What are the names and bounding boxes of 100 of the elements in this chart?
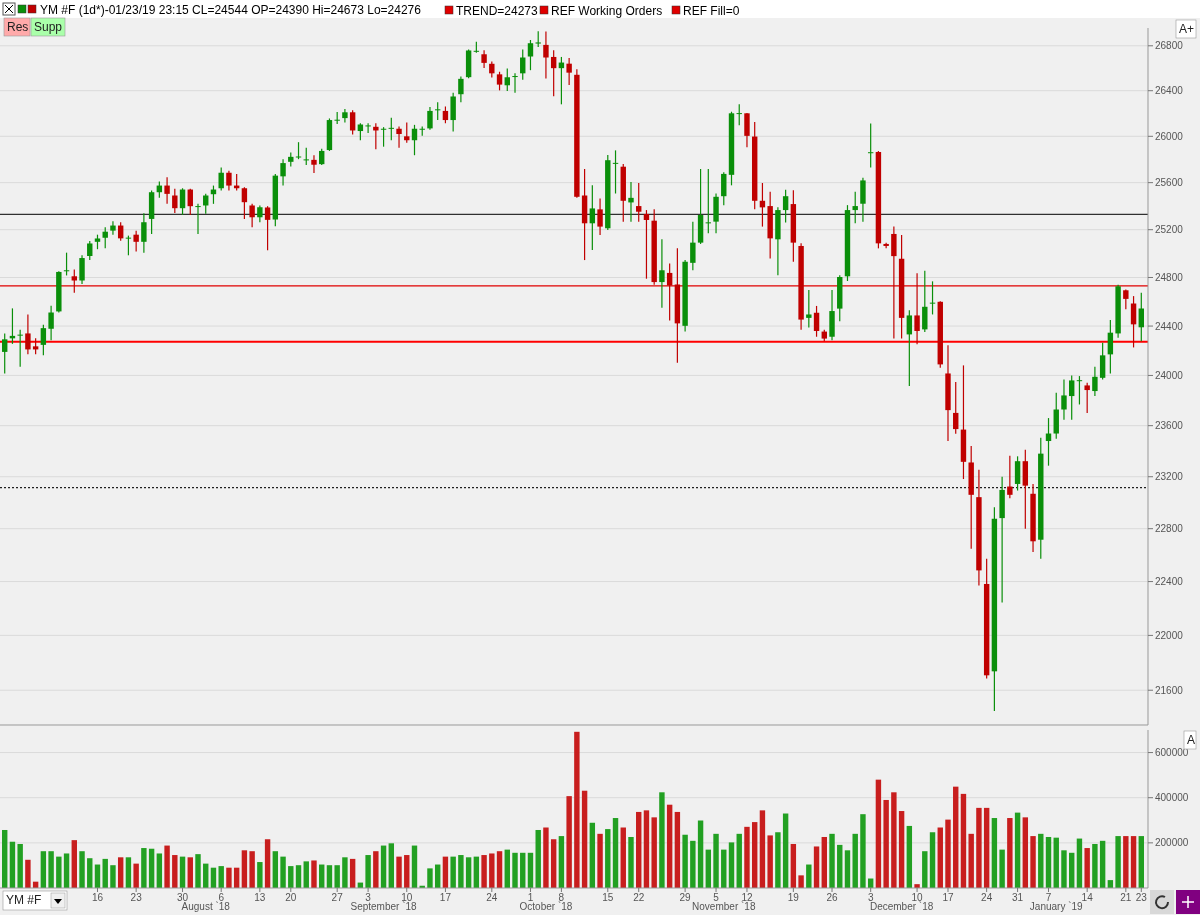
- bar: [558, 836, 565, 888]
- text: A+: [1179, 22, 1195, 36]
- bar: [612, 818, 619, 888]
- bar: [458, 855, 464, 888]
- text: November `18: [692, 901, 756, 912]
- x-tick-label: 3: [365, 892, 372, 903]
- x-tick-label: 6: [218, 892, 225, 903]
- y-tick-label: 22000: [1155, 629, 1184, 641]
- candlestick: [589, 184, 596, 251]
- x-tick-label: 21: [1120, 892, 1132, 903]
- bar: [659, 792, 665, 888]
- bar: [241, 850, 248, 888]
- candlestick: [25, 313, 31, 355]
- bar: [218, 866, 224, 888]
- bar: [806, 864, 812, 888]
- candlestick: [736, 103, 742, 126]
- x-tick-label: 31: [1012, 892, 1024, 903]
- bar: [195, 854, 201, 888]
- bar: [512, 852, 518, 888]
- bar: [63, 853, 70, 888]
- candlestick: [550, 49, 557, 97]
- bar: [976, 807, 982, 888]
- candlestick: [922, 270, 928, 333]
- bar: [1092, 843, 1098, 888]
- y-tick-label: 24000: [1155, 369, 1184, 381]
- candlestick: [659, 238, 665, 309]
- bar: [56, 856, 62, 888]
- y-tick-label: 24800: [1155, 271, 1184, 283]
- candlestick: [1061, 378, 1067, 421]
- candlestick: [458, 76, 464, 103]
- bar: [574, 731, 580, 888]
- candlestick: [241, 186, 248, 220]
- bar: [1045, 836, 1052, 888]
- candlestick: [48, 305, 54, 341]
- candlestick: [226, 170, 232, 192]
- bar: [697, 820, 704, 888]
- text: YM #F: [6, 893, 42, 907]
- y-tick-label: 600000: [1155, 747, 1189, 759]
- candlestick: [380, 126, 387, 148]
- text: REF Working Orders: [551, 4, 663, 18]
- bar: [334, 865, 340, 888]
- candlestick: [543, 30, 549, 79]
- y-tick-label: 21600: [1155, 684, 1184, 696]
- bar: [1053, 837, 1059, 888]
- x-tick-label: 30: [176, 892, 189, 903]
- chart-title: YM #F (1d*)-01/23/19 23:15 CL=24544 OP=24390 Hi=24673 Lo=24276: [40, 3, 422, 17]
- bar: [164, 845, 170, 888]
- candlestick: [388, 117, 395, 141]
- candlestick: [87, 240, 93, 261]
- bar: [1138, 836, 1144, 888]
- candlestick: [110, 220, 116, 236]
- bar: [1038, 833, 1044, 888]
- x-tick-label: 10: [401, 892, 413, 903]
- candlestick: [566, 57, 572, 86]
- bar: [628, 836, 634, 888]
- bar: [937, 827, 943, 888]
- y-tick-label: 22800: [1155, 523, 1184, 535]
- y-tick-label: 23600: [1155, 420, 1184, 432]
- bar: [620, 827, 626, 888]
- bar: [1084, 848, 1090, 888]
- bar: [1115, 836, 1121, 888]
- bar: [25, 859, 31, 888]
- bar: [751, 822, 758, 888]
- bar: [589, 822, 596, 888]
- bar: [922, 851, 928, 888]
- x-tick-label: 23: [1135, 892, 1148, 903]
- bar: [945, 819, 951, 888]
- x-tick-label: 15: [602, 892, 614, 903]
- x-tick-label: 17: [942, 892, 954, 903]
- candlestick: [63, 252, 70, 277]
- x-tick-label: 24: [981, 892, 993, 903]
- bar: [9, 841, 16, 888]
- x-tick-label: 26: [826, 892, 839, 903]
- bar: [597, 833, 603, 888]
- candlestick: [311, 154, 317, 174]
- bar: [1030, 836, 1036, 888]
- y-tick-label: 26400: [1155, 85, 1184, 97]
- bar: [40, 851, 47, 888]
- bar: [713, 833, 719, 888]
- x-tick-label: 3: [867, 892, 874, 903]
- bar: [736, 833, 742, 888]
- bar: [156, 853, 163, 888]
- bar: [450, 856, 456, 888]
- x-tick-label: 27: [331, 892, 344, 903]
- candlestick: [1138, 292, 1144, 342]
- candlestick: [1099, 342, 1106, 381]
- bar: [829, 833, 835, 888]
- x-tick-label: 17: [439, 892, 452, 903]
- x-tick-label: 13: [254, 892, 266, 903]
- bar: [1076, 838, 1083, 888]
- bar: [1061, 850, 1067, 888]
- bar: [465, 857, 472, 888]
- x-tick-label: 12: [741, 892, 753, 903]
- annotation: Supp: [34, 20, 63, 34]
- bar: [110, 865, 116, 888]
- y-tick-label: 400000: [1155, 792, 1189, 804]
- candlestick: [929, 280, 936, 316]
- candlestick: [404, 121, 410, 144]
- candlestick: [218, 166, 224, 192]
- candlestick: [527, 39, 534, 71]
